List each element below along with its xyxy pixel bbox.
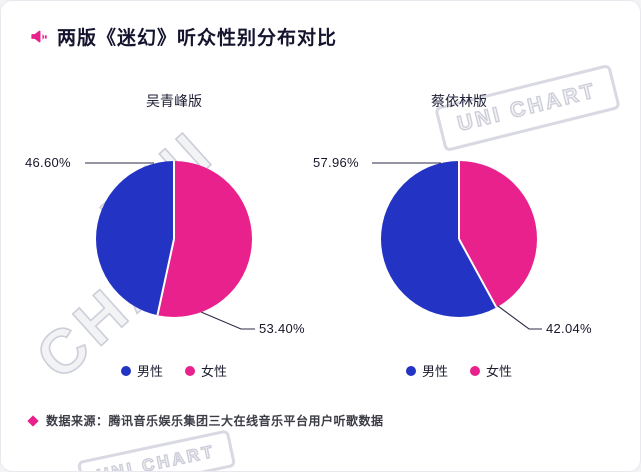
male-color-dot [120,365,131,376]
legend-wuqingfeng: 男性 女性 [96,361,252,380]
header: 两版《迷幻》听众性别分布对比 [29,23,337,50]
watermark-stamp-bottom-left: UNI CHART [76,429,236,471]
pie-chart-wuqingfeng [96,161,252,317]
page-title: 两版《迷幻》听众性别分布对比 [57,28,338,49]
legend-item-female: 女性 [470,361,512,380]
female-color-dot [470,365,480,376]
chart-title-jolin: 蔡依林版 [431,93,487,109]
legend-item-female: 女性 [185,361,227,380]
legend-label-male: 男性 [421,364,448,379]
footer: 数据来源：腾讯音乐娱乐集团三大在线音乐平台用户听歌数据 [27,412,384,429]
legend-jolin: 男性 女性 [381,361,537,380]
legend-item-male: 男性 [405,361,448,380]
legend-label-male: 男性 [136,364,163,379]
legend-item-male: 男性 [120,361,163,380]
value-label-jolin-male: 57.96% [313,155,359,170]
pie-chart-jolin [381,161,537,317]
data-source: 数据来源：腾讯音乐娱乐集团三大在线音乐平台用户听歌数据 [46,414,384,428]
legend-label-female: 女性 [486,364,513,379]
value-label-wu-female: 53.40% [259,321,305,336]
diamond-bullet-icon [27,414,39,427]
male-color-dot [405,365,416,376]
chart-title-wuqingfeng: 吴青峰版 [146,93,202,109]
female-color-dot [185,365,195,376]
value-label-jolin-female: 42.04% [546,321,592,336]
value-label-wu-male: 46.60% [25,155,71,170]
legend-label-female: 女性 [201,364,228,379]
megaphone-icon [29,27,48,46]
